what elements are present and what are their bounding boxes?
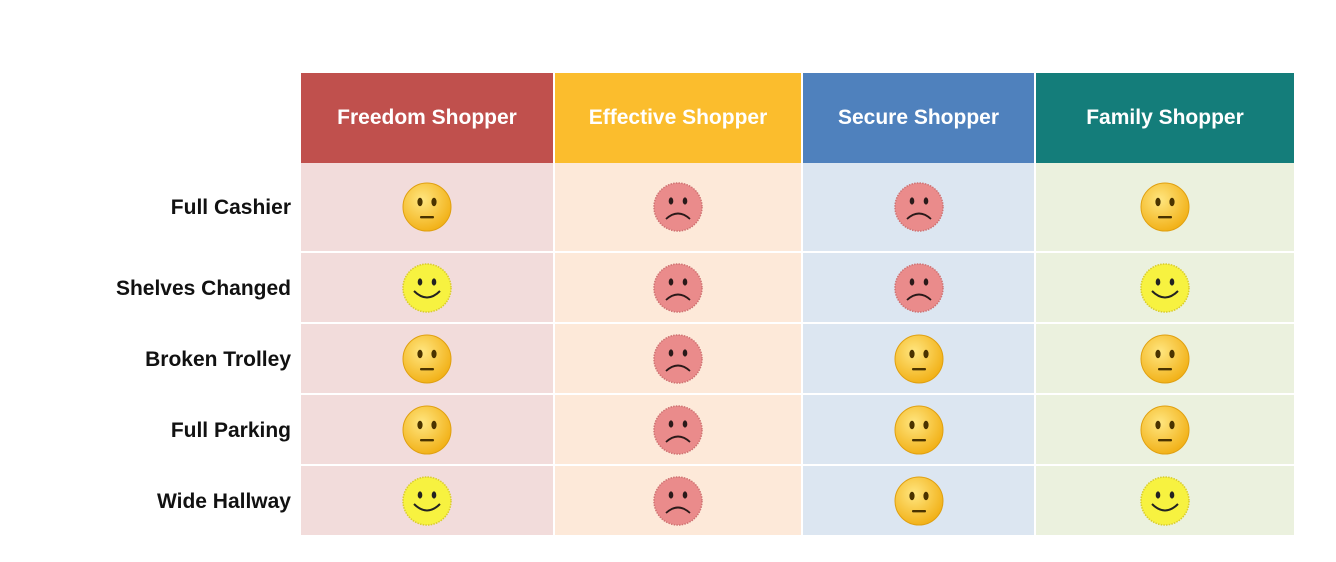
- matrix-cell: [301, 253, 555, 324]
- sad-face-icon: [653, 333, 703, 384]
- column-header-secure-shopper: Secure Shopper: [803, 73, 1036, 163]
- row-label-broken-trolley: Broken Trolley: [145, 347, 291, 371]
- column-header-effective-shopper: Effective Shopper: [555, 73, 803, 163]
- neutral-face-icon: [402, 334, 452, 383]
- matrix-cell: [555, 253, 803, 324]
- shopper-sentiment-matrix: Freedom Shopper Effective Shopper Secure…: [50, 73, 1296, 537]
- matrix-cell: [803, 324, 1036, 395]
- matrix-cell: [1036, 466, 1296, 537]
- sad-face-icon: [653, 182, 703, 232]
- row-label-full-parking: Full Parking: [170, 418, 291, 442]
- matrix-corner: [50, 73, 301, 163]
- matrix-cell: [301, 395, 555, 466]
- matrix-cell: [301, 466, 555, 537]
- sad-face-icon: [653, 262, 703, 313]
- matrix-cell: [555, 466, 803, 537]
- matrix-cell: [555, 395, 803, 466]
- matrix-cell: [1036, 253, 1296, 324]
- sad-face-icon: [893, 182, 944, 232]
- neutral-face-icon: [894, 476, 943, 525]
- row-label-wide-hallway: Wide Hallway: [156, 489, 291, 513]
- matrix-cell: [1036, 163, 1296, 253]
- row-label-shelves-changed: Shelves Changed: [115, 276, 291, 300]
- sad-face-icon: [653, 404, 703, 455]
- matrix-cell: [301, 163, 555, 253]
- happy-face-icon: [1140, 262, 1190, 313]
- sad-face-icon: [653, 475, 703, 526]
- neutral-face-icon: [894, 405, 943, 454]
- matrix-cell: [1036, 324, 1296, 395]
- matrix-cell: [555, 324, 803, 395]
- neutral-face-icon: [894, 334, 943, 383]
- neutral-face-icon: [1140, 334, 1190, 383]
- matrix-cell: [803, 253, 1036, 324]
- happy-face-icon: [1140, 475, 1190, 526]
- matrix-cell: [301, 324, 555, 395]
- neutral-face-icon: [402, 182, 452, 232]
- column-header-family-shopper: Family Shopper: [1036, 73, 1296, 163]
- neutral-face-icon: [1140, 182, 1190, 232]
- row-label-full-cashier: Full Cashier: [170, 196, 291, 219]
- matrix-cell: [803, 163, 1036, 253]
- neutral-face-icon: [1140, 405, 1190, 454]
- happy-face-icon: [402, 262, 452, 313]
- column-header-freedom-shopper: Freedom Shopper: [301, 73, 555, 163]
- matrix-cell: [1036, 395, 1296, 466]
- neutral-face-icon: [402, 405, 452, 454]
- sad-face-icon: [893, 262, 944, 313]
- matrix-cell: [803, 395, 1036, 466]
- matrix-cell: [803, 466, 1036, 537]
- happy-face-icon: [402, 475, 452, 526]
- matrix-cell: [555, 163, 803, 253]
